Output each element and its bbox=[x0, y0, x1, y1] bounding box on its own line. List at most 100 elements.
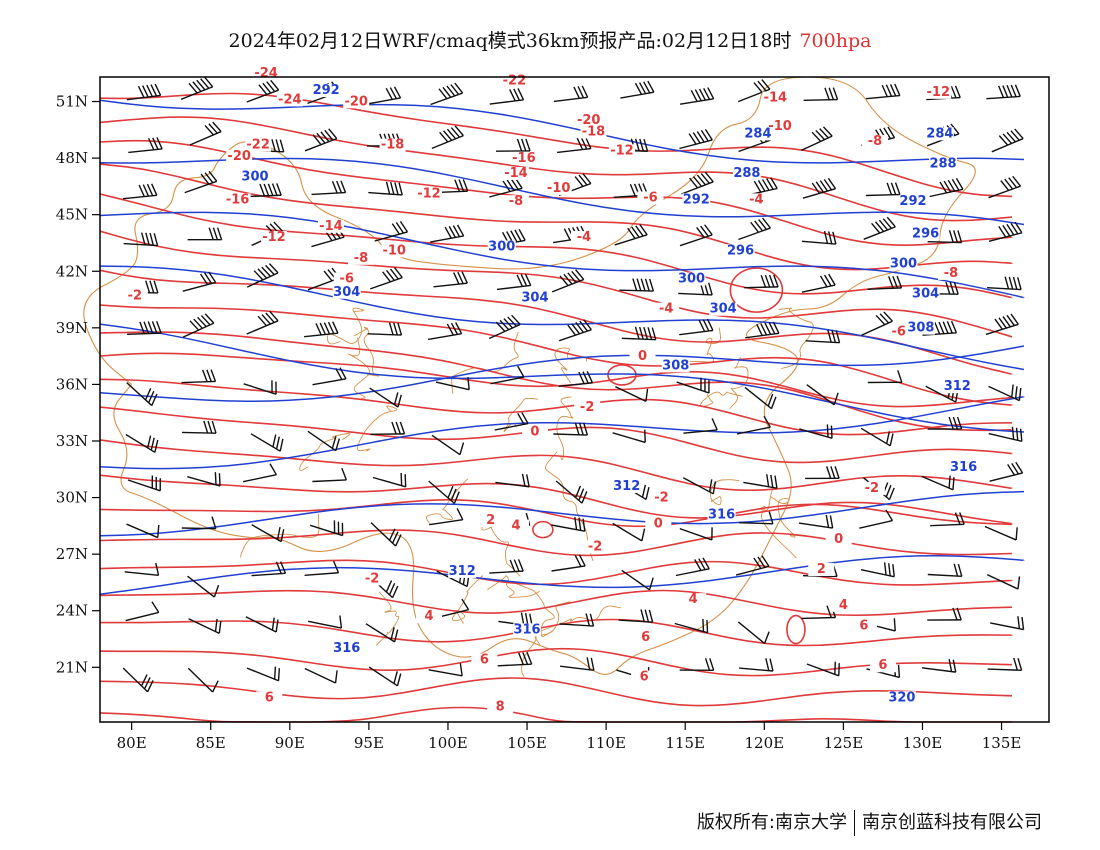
temperature-label: -6 bbox=[892, 324, 906, 339]
wind-barb bbox=[557, 136, 592, 154]
height-label: 284 bbox=[744, 126, 771, 141]
wind-barb bbox=[614, 385, 649, 402]
wind-barb bbox=[312, 467, 348, 483]
wind-barb bbox=[182, 271, 217, 292]
province-boundary bbox=[375, 591, 400, 646]
wind-barb bbox=[927, 607, 962, 621]
height-label: 320 bbox=[888, 690, 915, 705]
temperature-label: 0 bbox=[530, 424, 539, 439]
wind-barb bbox=[612, 429, 646, 444]
lon-tick-label: 115E bbox=[665, 734, 705, 752]
wind-barb bbox=[490, 365, 525, 385]
wind-barb bbox=[922, 320, 958, 336]
wind-barb bbox=[126, 382, 158, 407]
height-label: 304 bbox=[333, 285, 360, 300]
wind-barb bbox=[986, 573, 1021, 590]
wind-barb bbox=[621, 569, 654, 591]
wind-barb bbox=[861, 311, 893, 336]
isotherm bbox=[99, 378, 1013, 436]
wind-barb bbox=[681, 171, 714, 195]
wind-barb bbox=[369, 267, 403, 290]
wind-barb bbox=[679, 224, 713, 247]
temperature-label: 4 bbox=[839, 598, 848, 613]
wind-barb bbox=[126, 523, 160, 539]
wind-barb bbox=[679, 128, 713, 150]
wind-barb bbox=[798, 514, 834, 529]
height-label: 316 bbox=[333, 641, 360, 656]
temperature-label: -20 bbox=[227, 149, 251, 164]
lon-tick-label: 80E bbox=[117, 734, 147, 752]
wind-barb bbox=[304, 128, 338, 152]
wind-barb bbox=[125, 433, 159, 453]
wind-barb bbox=[366, 86, 402, 105]
temperature-label: -24 bbox=[254, 66, 278, 81]
lat-tick-label: 42N bbox=[56, 262, 88, 280]
isotherm bbox=[99, 439, 1013, 492]
wind-barb bbox=[799, 424, 833, 439]
temperature-label: -12 bbox=[927, 85, 951, 100]
wind-barb bbox=[189, 121, 222, 146]
height-contour bbox=[99, 265, 1025, 371]
wind-barb bbox=[986, 84, 1021, 100]
wind-barb bbox=[620, 80, 655, 99]
temperature-label: -2 bbox=[865, 481, 879, 496]
wind-barb bbox=[307, 615, 343, 629]
wind-barb bbox=[803, 87, 839, 101]
province-boundary bbox=[356, 405, 398, 452]
height-label: 312 bbox=[944, 379, 971, 394]
isotherm bbox=[99, 529, 1013, 557]
wind-barb bbox=[304, 560, 340, 576]
lat-tick-label: 24N bbox=[56, 602, 88, 620]
wind-barb bbox=[618, 609, 654, 623]
temperature-label: -12 bbox=[610, 143, 634, 158]
height-label: 296 bbox=[727, 243, 754, 258]
wind-barb bbox=[860, 562, 895, 578]
height-label: 312 bbox=[613, 479, 640, 494]
isotherm bbox=[99, 92, 1013, 198]
temperature-label: -6 bbox=[340, 272, 354, 287]
temperature-label: 4 bbox=[511, 519, 520, 534]
wind-barb bbox=[184, 170, 218, 194]
isotherm bbox=[99, 499, 1013, 528]
lat-tick-label: 27N bbox=[56, 545, 88, 563]
wind-barb bbox=[745, 321, 780, 339]
wind-barb bbox=[251, 524, 285, 543]
wind-barb bbox=[246, 263, 279, 288]
wind-barb bbox=[312, 367, 347, 386]
isotherm bbox=[532, 520, 554, 539]
wind-barb bbox=[737, 621, 770, 645]
isotherm bbox=[99, 230, 1013, 338]
wind-barb bbox=[494, 412, 529, 431]
wind-barb bbox=[559, 613, 595, 627]
wind-barb bbox=[427, 322, 463, 341]
isotherm bbox=[99, 559, 1013, 586]
temperature-label: -8 bbox=[868, 134, 882, 149]
province-boundary bbox=[486, 575, 541, 598]
wind-barb bbox=[860, 427, 894, 447]
wind-barb bbox=[250, 433, 284, 452]
wind-barb bbox=[368, 666, 402, 687]
wind-barb bbox=[496, 273, 532, 291]
wind-barb bbox=[682, 477, 717, 495]
wind-barb bbox=[187, 667, 219, 693]
height-label: 312 bbox=[449, 564, 476, 579]
title-main: 2024年02月12日WRF/cmaq模式36km预报产品:02月12日18时 bbox=[228, 30, 792, 52]
wind-barb bbox=[985, 313, 1019, 336]
wind-barb bbox=[374, 221, 409, 242]
wind-barb bbox=[867, 370, 903, 384]
wind-barb bbox=[182, 313, 215, 338]
wind-barb bbox=[428, 480, 460, 504]
height-label: 316 bbox=[950, 460, 977, 475]
wind-barb bbox=[126, 83, 162, 101]
wind-barb bbox=[674, 618, 709, 634]
wind-barb bbox=[805, 329, 841, 344]
wind-barb bbox=[553, 85, 589, 103]
wind-barb bbox=[679, 527, 713, 541]
wind-barb bbox=[743, 474, 778, 489]
lat-tick-label: 33N bbox=[56, 432, 88, 450]
temperature-label: 6 bbox=[640, 670, 649, 685]
wind-barb bbox=[739, 658, 774, 672]
height-label: 304 bbox=[912, 287, 939, 302]
temperature-label: -14 bbox=[319, 219, 343, 234]
height-label: 300 bbox=[890, 256, 917, 271]
